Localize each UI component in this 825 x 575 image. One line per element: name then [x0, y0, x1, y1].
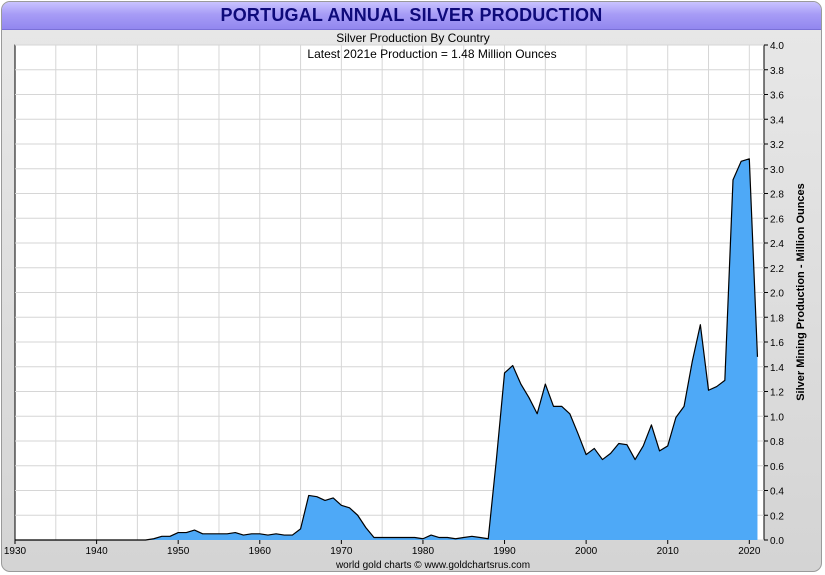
x-tick-label: 1970: [330, 546, 353, 557]
area-fill: [15, 158, 758, 540]
x-tick-label: 1990: [493, 546, 516, 557]
y-tick-label: 2.2: [770, 264, 784, 275]
y-tick-label: 3.2: [770, 140, 784, 151]
x-tick-label: 1950: [167, 546, 190, 557]
latest-production-note: Latest 2021e Production = 1.48 Million O…: [307, 47, 556, 61]
x-tick-label: 2010: [657, 546, 680, 557]
x-axis-ticks: 1930 1940 1950 1960 1970 1980 1990 2000 2010 2020: [4, 540, 761, 557]
y-tick-label: 2.4: [770, 239, 784, 250]
y-axis-ticks: 0.0 0.2 0.4 0.6 0.8 1.0 1.2 1.4 1.6 1.8 2.0 2.2 2.4 2…: [764, 41, 784, 547]
x-tick-label: 1980: [412, 546, 435, 557]
y-tick-label: 0.8: [770, 437, 784, 448]
page-title: PORTUGAL ANNUAL SILVER PRODUCTION: [220, 5, 603, 25]
x-tick-label: 1960: [249, 546, 272, 557]
footer-credit: world gold charts © www.goldchartsrus.co…: [335, 560, 530, 571]
y-tick-label: 3.8: [770, 66, 784, 77]
y-tick-label: 3.6: [770, 91, 784, 102]
chart-subtitle: Silver Production By Country: [336, 31, 489, 45]
area-series: [15, 158, 759, 541]
y-tick-label: 3.0: [770, 165, 784, 176]
y-tick-label: 0.0: [770, 536, 784, 547]
area-outline: [15, 158, 759, 541]
x-tick-label: 1930: [4, 546, 27, 557]
y-tick-label: 1.8: [770, 313, 784, 324]
y-tick-label: 1.0: [770, 412, 784, 423]
y-tick-label: 2.6: [770, 214, 784, 225]
x-tick-label: 1940: [85, 546, 108, 557]
y-tick-label: 2.0: [770, 289, 784, 300]
x-tick-label: 2000: [575, 546, 598, 557]
y-tick-label: 0.2: [770, 511, 784, 522]
y-tick-label: 4.0: [770, 41, 784, 52]
y-tick-label: 2.8: [770, 190, 784, 201]
title-bar: PORTUGAL ANNUAL SILVER PRODUCTION: [2, 2, 821, 30]
y-tick-label: 1.2: [770, 388, 784, 399]
y-tick-label: 0.4: [770, 487, 784, 498]
y-axis-label: Silver Mining Production - Million Ounce…: [795, 183, 807, 401]
y-tick-label: 1.6: [770, 338, 784, 349]
y-tick-label: 1.4: [770, 363, 784, 374]
y-tick-label: 0.6: [770, 462, 784, 473]
x-tick-label: 2020: [738, 546, 761, 557]
y-tick-label: 3.4: [770, 115, 784, 126]
